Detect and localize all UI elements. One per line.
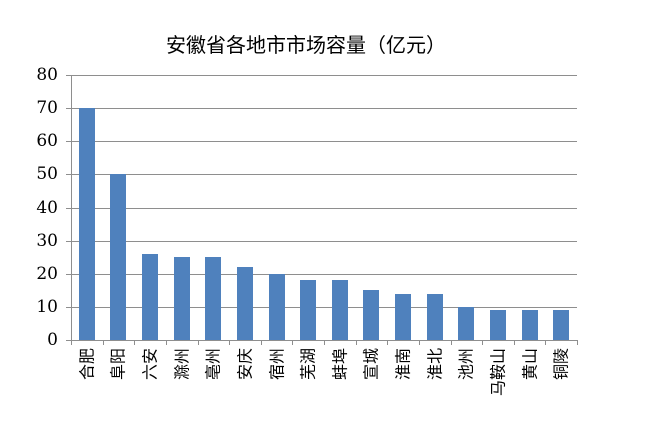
x-category-label: 黄山 (520, 348, 540, 381)
x-category-label: 六安 (140, 348, 160, 381)
x-category-label: 阜阳 (108, 348, 128, 381)
gridline (71, 75, 577, 76)
y-axis-tick (66, 274, 71, 275)
y-axis-tick (66, 108, 71, 109)
bar-亳州 (205, 257, 221, 340)
bar-淮北 (427, 294, 443, 340)
bar-滁州 (174, 257, 190, 340)
x-axis-tick (482, 341, 483, 345)
bar-铜陵 (553, 310, 569, 340)
y-tick-label: 60 (36, 131, 58, 151)
bar-六安 (142, 254, 158, 340)
y-tick-label: 10 (36, 297, 58, 317)
y-tick-label: 50 (36, 164, 58, 184)
x-axis-tick (545, 341, 546, 345)
x-category-label: 芜湖 (298, 348, 318, 381)
x-category-label: 亳州 (203, 348, 223, 381)
y-axis-tick (66, 174, 71, 175)
bar-阜阳 (110, 174, 126, 340)
x-axis-tick (577, 341, 578, 345)
gridline (71, 208, 577, 209)
x-axis-tick (229, 341, 230, 345)
gridline (71, 108, 577, 109)
x-category-label: 滁州 (172, 348, 192, 381)
bar-黄山 (522, 310, 538, 340)
bar-淮南 (395, 294, 411, 340)
y-tick-label: 40 (36, 198, 58, 218)
y-tick-label: 70 (36, 98, 58, 118)
bar-马鞍山 (490, 310, 506, 340)
x-category-label: 宿州 (267, 348, 287, 381)
x-category-label: 淮北 (425, 348, 445, 381)
x-category-label: 安庆 (235, 348, 255, 381)
y-axis-tick (66, 75, 71, 76)
x-category-label: 铜陵 (551, 348, 571, 381)
gridline (71, 274, 577, 275)
x-axis-tick (261, 341, 262, 345)
y-axis-line (71, 75, 72, 341)
y-tick-label: 30 (36, 231, 58, 251)
bar-合肥 (79, 108, 95, 340)
y-tick-label: 20 (36, 264, 58, 284)
bar-池州 (458, 307, 474, 340)
x-axis-tick (166, 341, 167, 345)
x-category-label: 池州 (456, 348, 476, 381)
x-axis-tick (356, 341, 357, 345)
y-axis-tick (66, 141, 71, 142)
x-category-label: 宣城 (361, 348, 381, 381)
x-category-label: 蚌埠 (330, 348, 350, 381)
chart-title: 安徽省各地市市场容量（亿元） (166, 33, 446, 57)
x-category-label: 淮南 (393, 348, 413, 381)
y-axis-tick (66, 208, 71, 209)
x-axis-tick (451, 341, 452, 345)
x-axis-tick (71, 341, 72, 345)
y-axis-tick (66, 307, 71, 308)
gridline (71, 307, 577, 308)
x-axis-tick (292, 341, 293, 345)
x-axis-tick (198, 341, 199, 345)
x-axis-tick (103, 341, 104, 345)
bar-蚌埠 (332, 280, 348, 340)
x-axis-tick (134, 341, 135, 345)
y-axis-tick (66, 340, 71, 341)
gridline (71, 141, 577, 142)
x-axis-tick (514, 341, 515, 345)
gridline (71, 241, 577, 242)
y-axis-tick (66, 241, 71, 242)
x-axis-tick (387, 341, 388, 345)
bar-宿州 (269, 274, 285, 340)
x-category-label: 马鞍山 (488, 348, 508, 397)
x-category-label: 合肥 (77, 348, 97, 381)
y-tick-label: 80 (36, 65, 58, 85)
x-axis-tick (419, 341, 420, 345)
y-tick-label: 0 (47, 330, 58, 350)
x-axis-tick (324, 341, 325, 345)
gridline (71, 174, 577, 175)
x-axis-line (71, 340, 578, 341)
bar-宣城 (363, 290, 379, 340)
bar-安庆 (237, 267, 253, 340)
bar-芜湖 (300, 280, 316, 340)
